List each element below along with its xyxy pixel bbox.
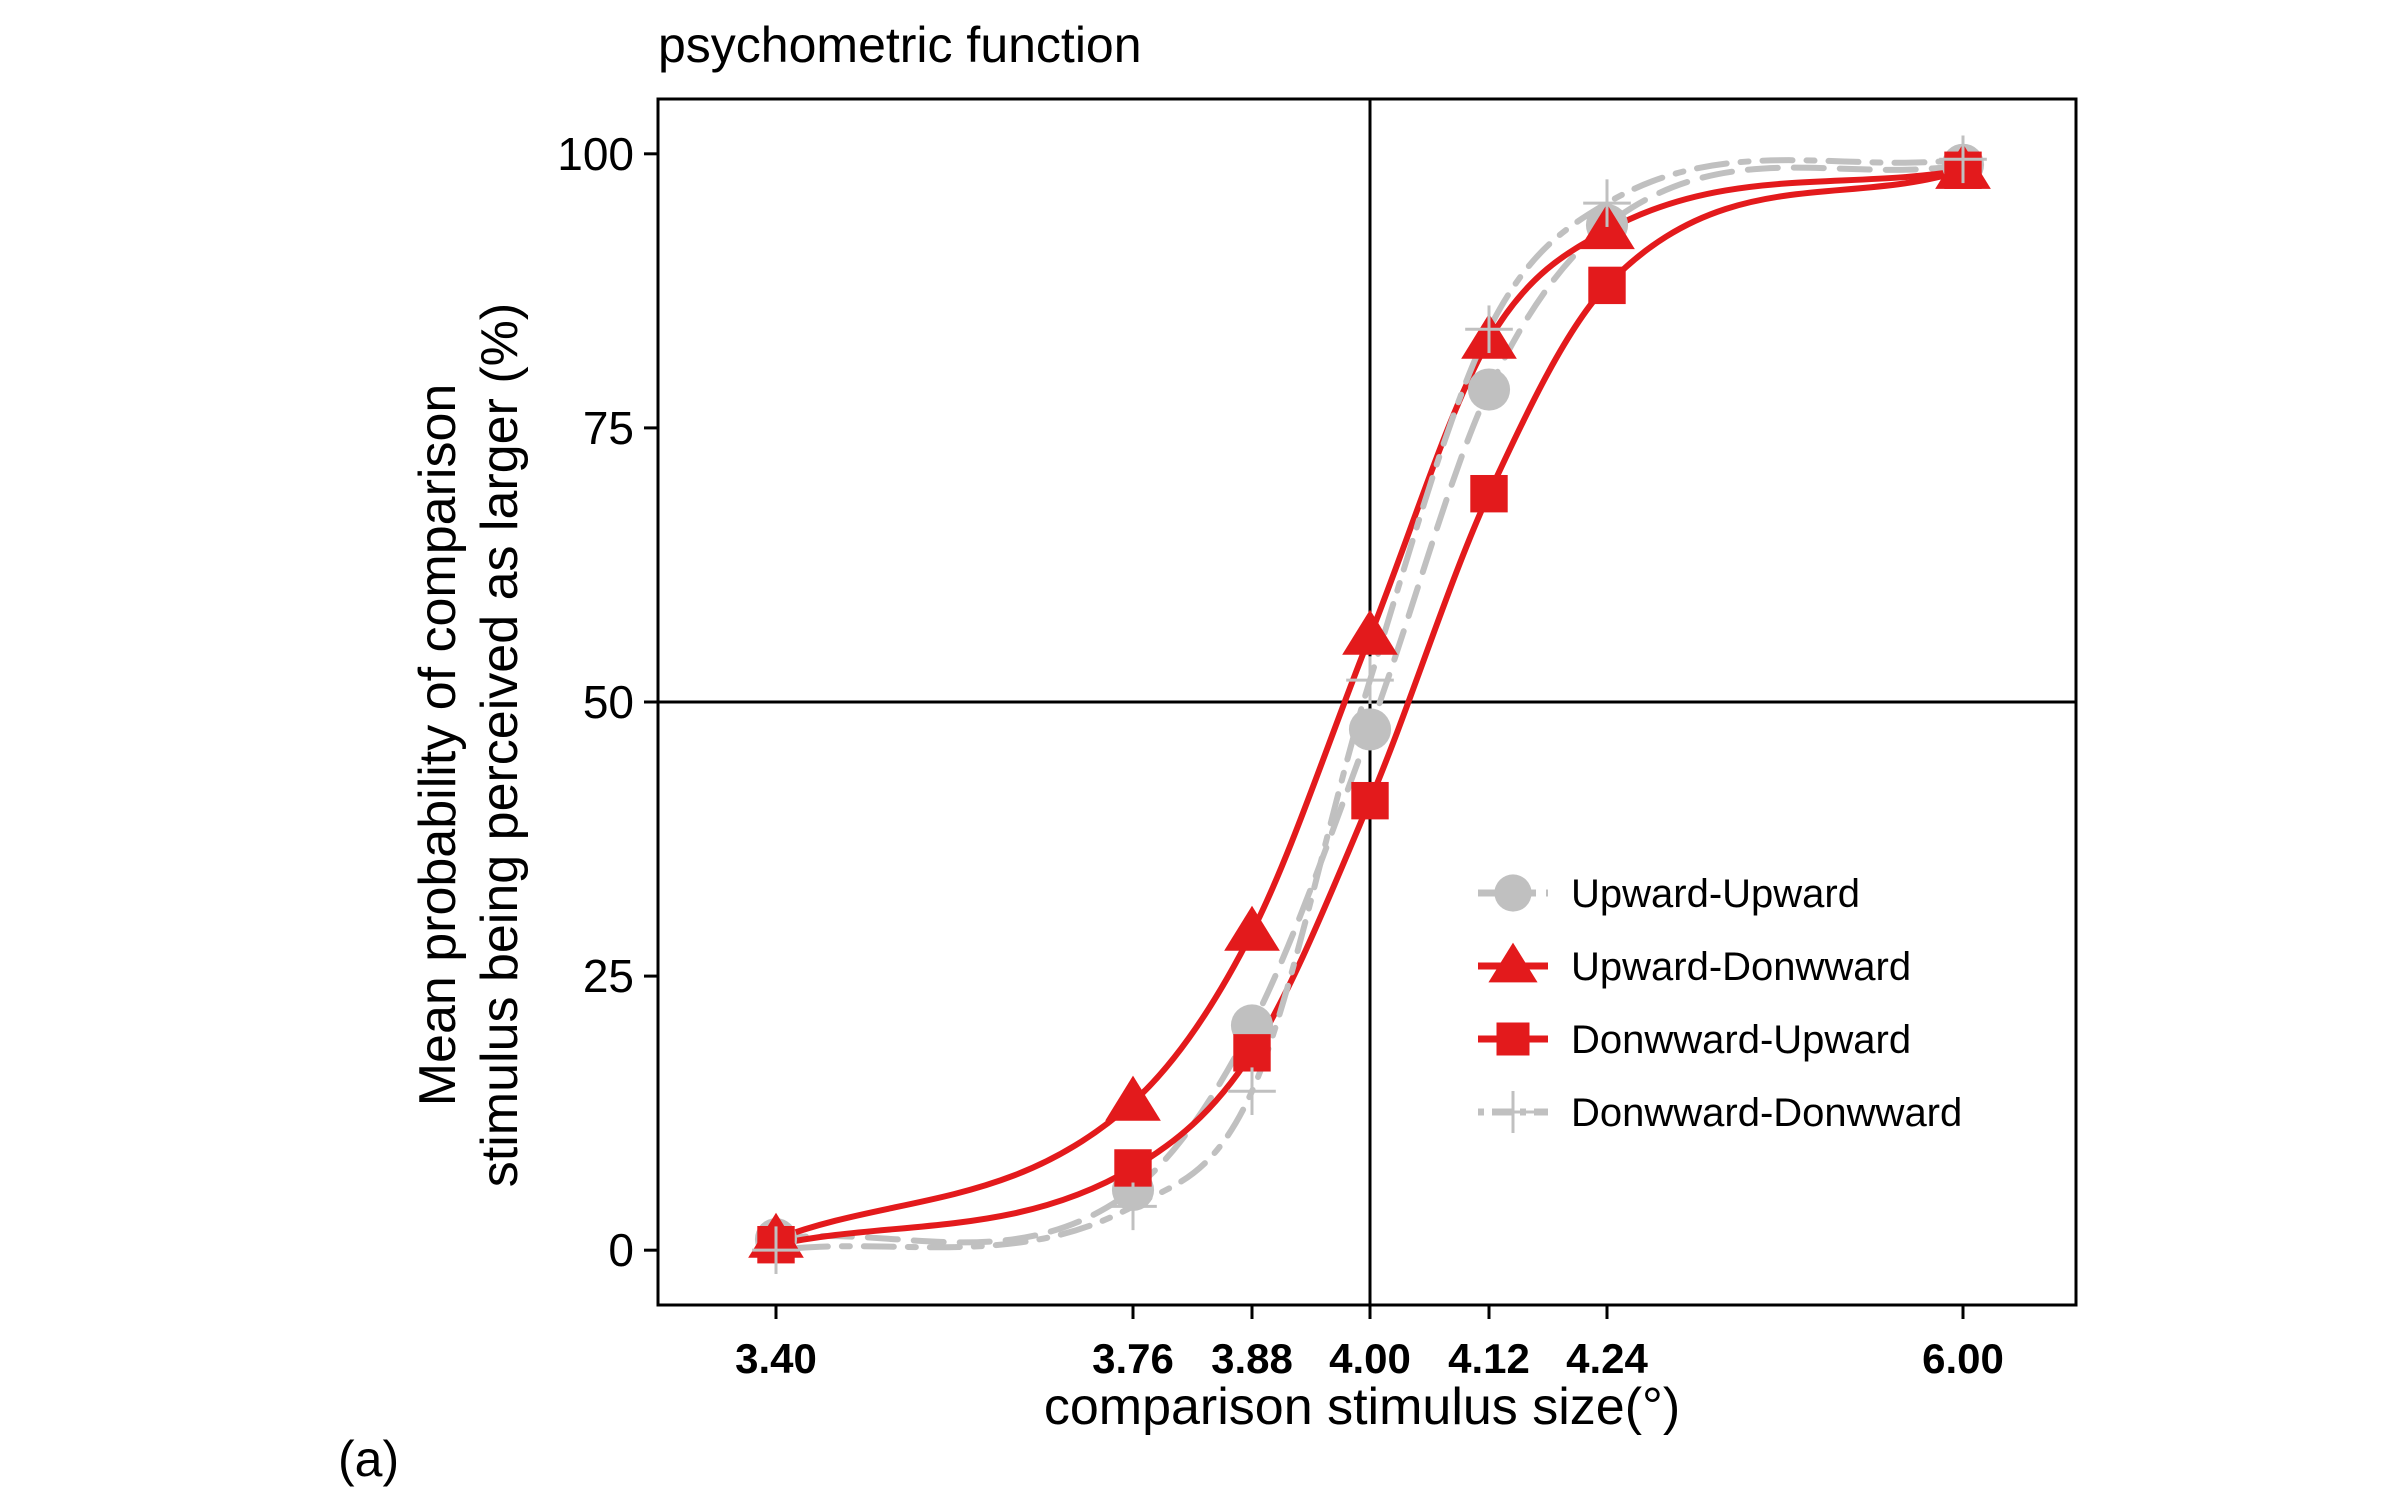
data-point-series-4 <box>752 1226 800 1274</box>
y-axis-label-line-1: Mean probability of comparison <box>409 384 467 1107</box>
data-point-series-4 <box>1346 656 1394 704</box>
y-tick-label: 50 <box>583 676 634 728</box>
legend-item: Upward-Donwward <box>1478 942 1911 989</box>
legend-marker <box>1496 1022 1530 1056</box>
data-points <box>748 135 1991 1274</box>
data-point-series-4 <box>1109 1182 1157 1231</box>
data-point-series-3 <box>1470 474 1508 513</box>
chart-title: psychometric function <box>658 17 1142 73</box>
legend-label: Donwward-Upward <box>1571 1018 1911 1062</box>
legend: Upward-Upward Upward-Donwward Donwward-Upw… <box>1478 872 1962 1135</box>
data-point-series-1 <box>1467 368 1511 411</box>
axes: 3.40 3.76 3.88 4.00 4.12 4.24 6.00 0 25 50 75 100 <box>557 128 2004 1382</box>
data-point-series-1 <box>1348 708 1392 751</box>
data-point-series-4 <box>1228 1067 1276 1116</box>
legend-marker <box>1494 874 1532 912</box>
y-axis-label-line-2: stimulus being perceived as larger (%) <box>471 303 529 1187</box>
data-point-series-4 <box>1583 179 1631 227</box>
legend-item: Donwward-Donwward <box>1478 1091 1962 1135</box>
legend-item: Upward-Upward <box>1478 872 1860 916</box>
data-point-series-4 <box>1939 135 1987 184</box>
x-tick-label: 3.76 <box>1092 1335 1174 1382</box>
legend-label: Donwward-Donwward <box>1571 1091 1962 1135</box>
y-tick-label: 75 <box>583 402 634 454</box>
data-point-series-2 <box>1342 609 1398 655</box>
data-point-series-2 <box>1224 905 1280 951</box>
x-tick-label: 4.12 <box>1448 1335 1530 1382</box>
y-tick-label: 100 <box>557 128 634 180</box>
legend-label: Upward-Donwward <box>1571 945 1911 989</box>
legend-label: Upward-Upward <box>1571 872 1860 916</box>
panel-label: (a) <box>338 1431 399 1487</box>
series-curve-3 <box>773 167 1966 1248</box>
data-point-series-3 <box>1588 266 1626 305</box>
y-tick-label: 0 <box>608 1224 634 1276</box>
x-tick-label: 3.40 <box>735 1335 817 1382</box>
x-tick-label: 4.00 <box>1329 1335 1411 1382</box>
x-tick-label: 3.88 <box>1211 1335 1293 1382</box>
data-point-series-4 <box>1465 305 1513 354</box>
data-point-series-2 <box>1105 1075 1161 1121</box>
y-tick-label: 25 <box>583 950 634 1002</box>
x-axis-label: comparison stimulus size(°) <box>1044 1378 1680 1436</box>
legend-item: Donwward-Upward <box>1478 1018 1911 1062</box>
x-tick-label: 4.24 <box>1566 1335 1648 1382</box>
data-point-series-3 <box>1114 1149 1152 1187</box>
data-point-series-3 <box>1233 1034 1271 1072</box>
y-axis-label: Mean probability of comparison stimulus … <box>409 303 529 1187</box>
legend-marker <box>1488 942 1538 983</box>
legend-marker <box>1492 1091 1534 1133</box>
data-point-series-3 <box>1351 781 1389 820</box>
x-tick-label: 6.00 <box>1922 1335 2004 1382</box>
